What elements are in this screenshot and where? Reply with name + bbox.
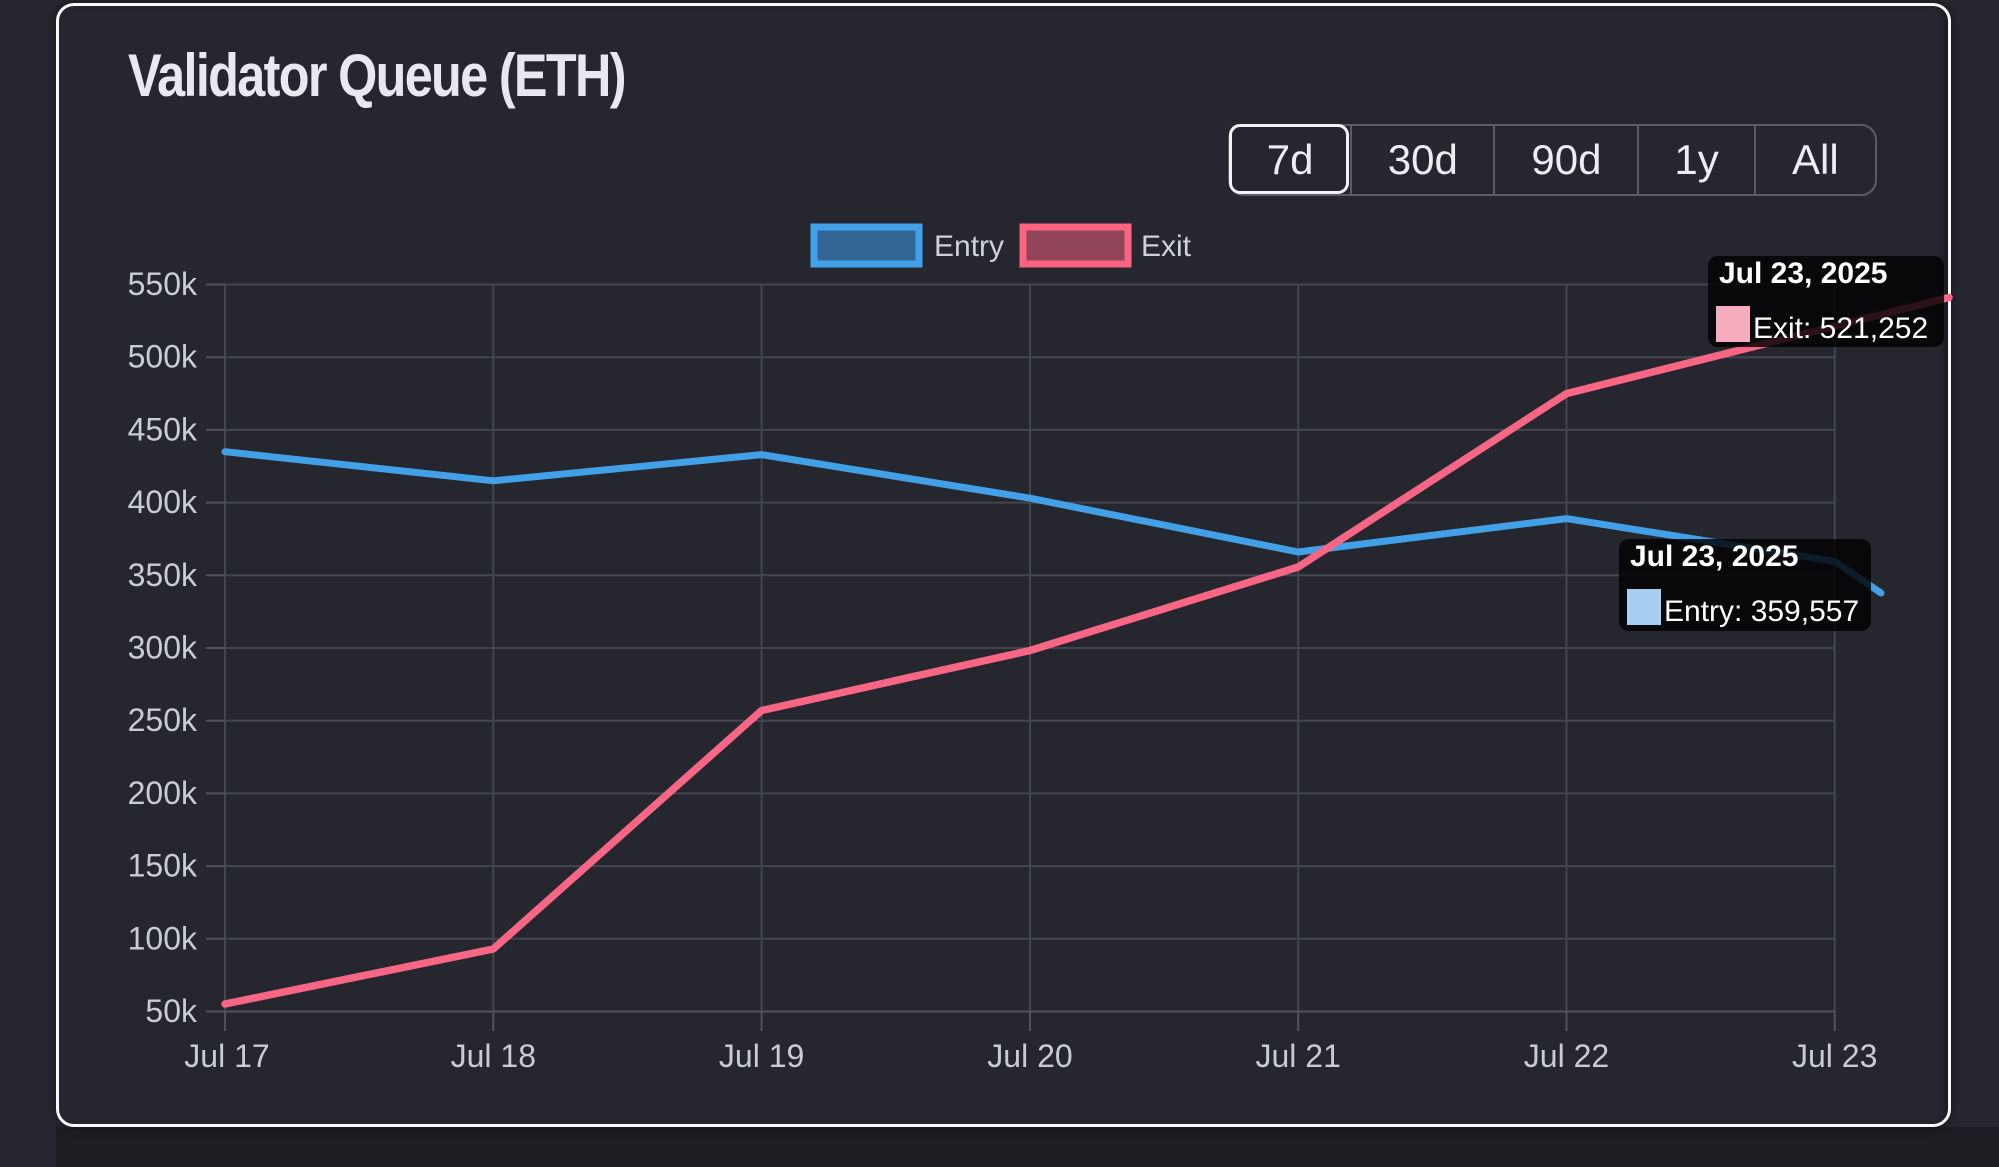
svg-text:150k: 150k	[128, 848, 198, 884]
svg-text:Exit: Exit	[1141, 230, 1192, 263]
svg-text:Jul 22: Jul 22	[1524, 1038, 1609, 1074]
svg-text:Jul 20: Jul 20	[987, 1038, 1072, 1074]
svg-text:Jul 23: Jul 23	[1792, 1038, 1877, 1074]
svg-text:Entry: 359,557: Entry: 359,557	[1664, 595, 1859, 628]
svg-text:200k: 200k	[128, 775, 198, 811]
svg-text:450k: 450k	[128, 411, 198, 447]
svg-text:Jul 17: Jul 17	[184, 1038, 269, 1074]
svg-text:Exit: 521,252: Exit: 521,252	[1753, 312, 1928, 345]
svg-text:50k: 50k	[145, 993, 198, 1029]
svg-text:250k: 250k	[128, 702, 198, 738]
svg-text:Jul 23, 2025: Jul 23, 2025	[1630, 540, 1798, 573]
svg-text:Jul 21: Jul 21	[1256, 1038, 1341, 1074]
svg-text:Entry: Entry	[934, 230, 1004, 263]
svg-text:400k: 400k	[128, 484, 198, 520]
svg-text:500k: 500k	[128, 339, 198, 375]
svg-text:Jul 18: Jul 18	[451, 1038, 536, 1074]
svg-text:550k: 550k	[128, 266, 198, 302]
svg-text:100k: 100k	[128, 920, 198, 956]
svg-text:350k: 350k	[128, 557, 198, 593]
svg-text:Jul 23, 2025: Jul 23, 2025	[1719, 257, 1887, 290]
svg-text:300k: 300k	[128, 630, 198, 666]
svg-text:Jul 19: Jul 19	[719, 1038, 804, 1074]
